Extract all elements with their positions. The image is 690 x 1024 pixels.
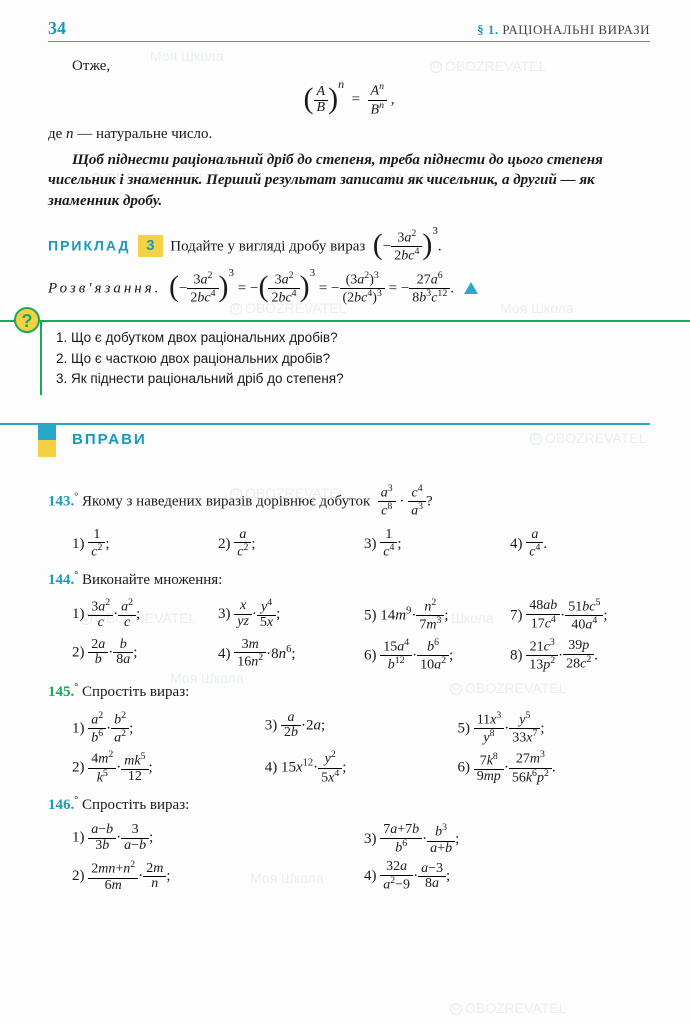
flag-icon (38, 423, 56, 457)
question-2: 2. Що є часткою двох раціональних дробів… (56, 349, 650, 369)
example-solution: Розв'язання. (−3a22bc4)3 = −(3a22bc4)3 =… (48, 271, 650, 307)
intro-otzhe: Отже, (48, 56, 650, 76)
section-title: ВПРАВИ (72, 425, 650, 448)
question-3: 3. Як піднести раціональний дріб до степ… (56, 369, 650, 389)
end-triangle-icon (464, 282, 478, 294)
example-task: Подайте у вигляді дробу вираз (170, 238, 365, 254)
intro-clause: де n — натуральне число. (48, 124, 650, 144)
questions-block: ? 1. Що є добутком двох раціональних дро… (48, 320, 650, 395)
page-number: 34 (48, 18, 66, 39)
power-rule-formula: (AB)n = AnBn , (48, 82, 650, 118)
header-title: § 1. РАЦІОНАЛЬНІ ВИРАЗИ (477, 22, 650, 38)
example-badge: 3 (138, 235, 162, 257)
ex-143-options: 1) 1c2; 2) ac2; 3) 1c4; 4) ac4. (66, 526, 650, 563)
ex-145: 145.° Спростіть вираз: (48, 681, 650, 702)
ex-143: 143.° Якому з наведених виразів дорівнює… (48, 484, 650, 520)
question-mark-icon: ? (14, 307, 40, 333)
section-divider (0, 423, 650, 425)
ex-146-items: 1) a−b3b·3a−b; 3) 7a+7bb6·b3a+b; 2) 2mn+… (66, 821, 650, 895)
page-header: 34 § 1. РАЦІОНАЛЬНІ ВИРАЗИ (48, 18, 650, 42)
watermark: OBOZREVATEL (450, 1000, 566, 1016)
rule-text: Щоб піднести раціональний дріб до степен… (48, 150, 650, 211)
ex-146: 146.° Спростіть вираз: (48, 794, 650, 815)
example-block: ПРИКЛАД 3 Подайте у вигляді дробу вираз … (48, 229, 650, 306)
question-1: 1. Що є добутком двох раціональних дробі… (56, 328, 650, 348)
example-label: ПРИКЛАД (48, 237, 130, 253)
ex-145-items: 1) a2b6·b2a2; 3) a2b·2a; 5) 11x3y8·y533x… (66, 709, 650, 788)
ex-144-items: 1) 3a2c·a2c; 3) xyz·y45x; 5) 14m9·n27m3;… (66, 596, 650, 675)
ex-144: 144.° Виконайте множення: (48, 569, 650, 590)
